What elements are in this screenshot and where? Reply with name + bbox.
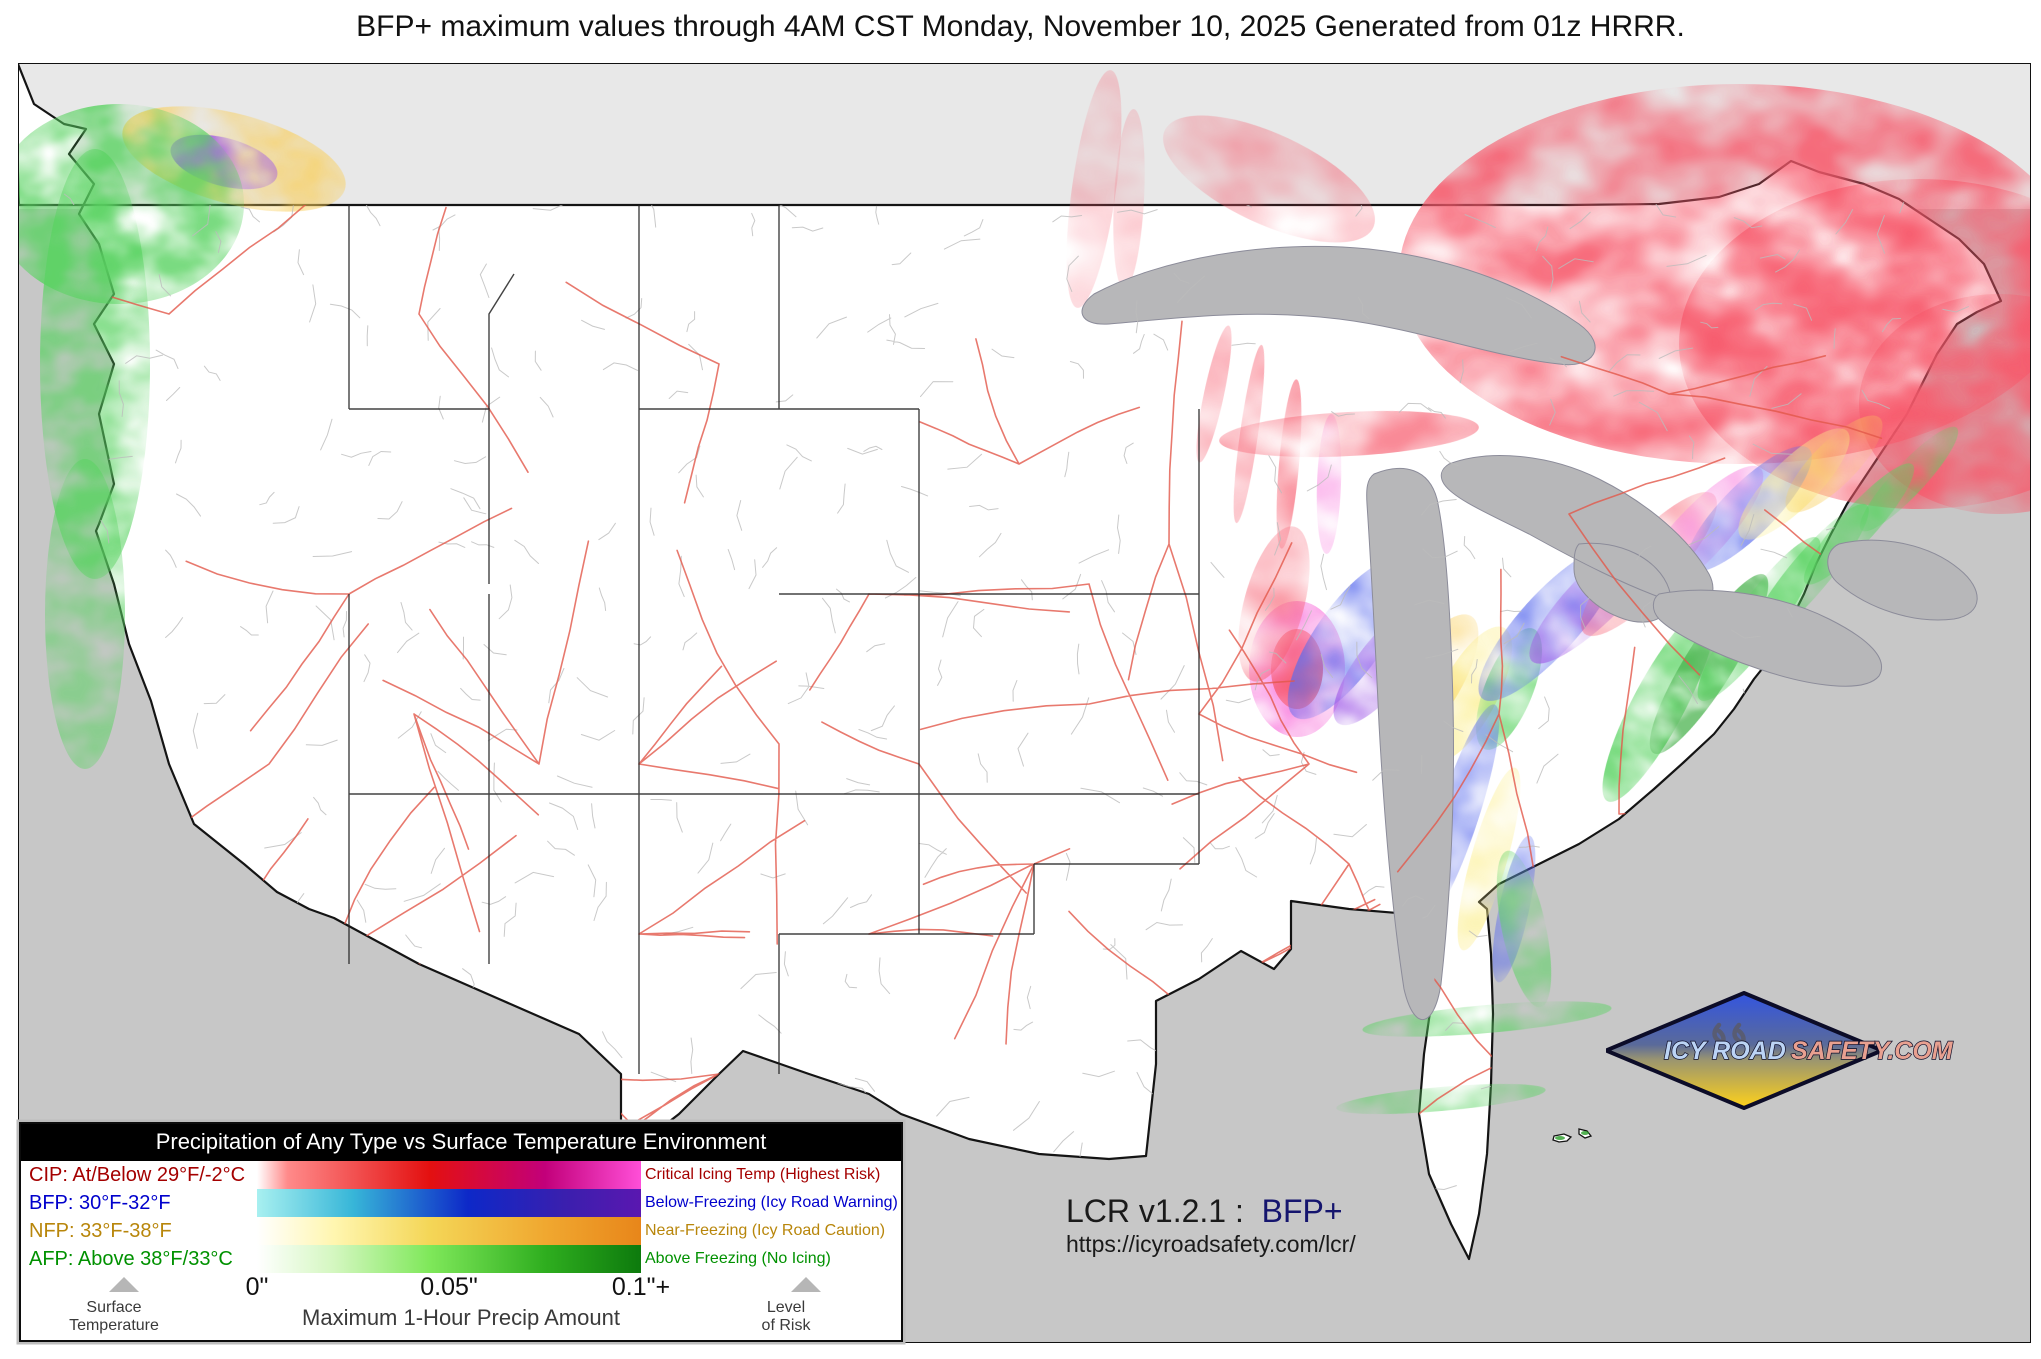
svg-text:SAFETY.COM: SAFETY.COM [1791, 1037, 1954, 1065]
svg-text:ICY ROAD: ICY ROAD [1664, 1037, 1786, 1065]
